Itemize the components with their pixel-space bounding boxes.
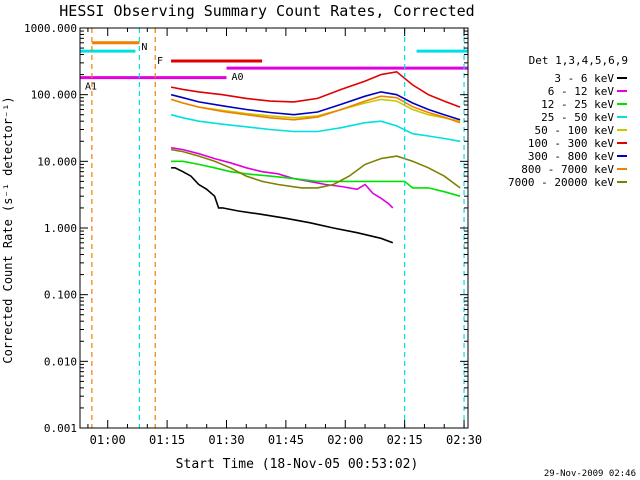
legend-entry-label: 6 - 12 keV: [548, 85, 615, 98]
y-tick-label: 0.100: [44, 289, 77, 302]
y-tick-label: 1000.000: [24, 22, 77, 35]
legend-entry-label: 25 - 50 keV: [541, 111, 614, 124]
y-tick-label: 1.000: [44, 222, 77, 235]
legend-entry-label: 7000 - 20000 keV: [508, 176, 614, 189]
attenuator-bar-label: A0: [231, 72, 243, 83]
series-line: [170, 70, 461, 108]
y-tick-label: 10.000: [37, 155, 77, 168]
footer-timestamp: 29-Nov-2009 02:46: [544, 469, 636, 479]
x-tick-label: 01:15: [149, 433, 185, 447]
x-tick-label: 01:45: [268, 433, 304, 447]
chart-title: HESSI Observing Summary Count Rates, Cor…: [59, 2, 474, 20]
legend-title: Det 1,3,4,5,6,9: [529, 54, 628, 67]
x-tick-label: 02:00: [327, 433, 363, 447]
x-axis-label: Start Time (18-Nov-05 00:53:02): [176, 457, 419, 472]
attenuator-bar-label: F: [157, 56, 163, 67]
series-line: [170, 113, 461, 143]
legend-entry-label: 50 - 100 keV: [535, 124, 615, 137]
x-tick-label: 02:30: [446, 433, 482, 447]
x-tick-label: 02:15: [387, 433, 423, 447]
x-tick-label: 01:00: [90, 433, 126, 447]
y-tick-label: 0.001: [44, 422, 77, 435]
time-marker-label: N: [141, 42, 147, 53]
series-line: [171, 167, 394, 244]
series-line: [171, 160, 461, 197]
attenuator-bar-label: A1: [85, 82, 97, 93]
legend-entry-label: 100 - 300 keV: [528, 137, 614, 150]
legend-entry-label: 12 - 25 keV: [541, 98, 614, 111]
x-tick-label: 01:30: [208, 433, 244, 447]
series-line: [170, 95, 461, 124]
y-axis-label: Corrected Count Rate (s⁻¹ detector⁻¹): [1, 96, 15, 363]
plot-frame: [79, 27, 469, 429]
y-tick-label: 0.010: [44, 355, 77, 368]
series-line: [170, 91, 461, 121]
legend-entry-label: 300 - 800 keV: [528, 150, 614, 163]
legend-entry-label: 800 - 7000 keV: [521, 163, 614, 176]
series-line: [170, 148, 461, 189]
legend-entry-label: 3 - 6 keV: [554, 72, 614, 85]
y-tick-label: 100.000: [31, 89, 77, 102]
